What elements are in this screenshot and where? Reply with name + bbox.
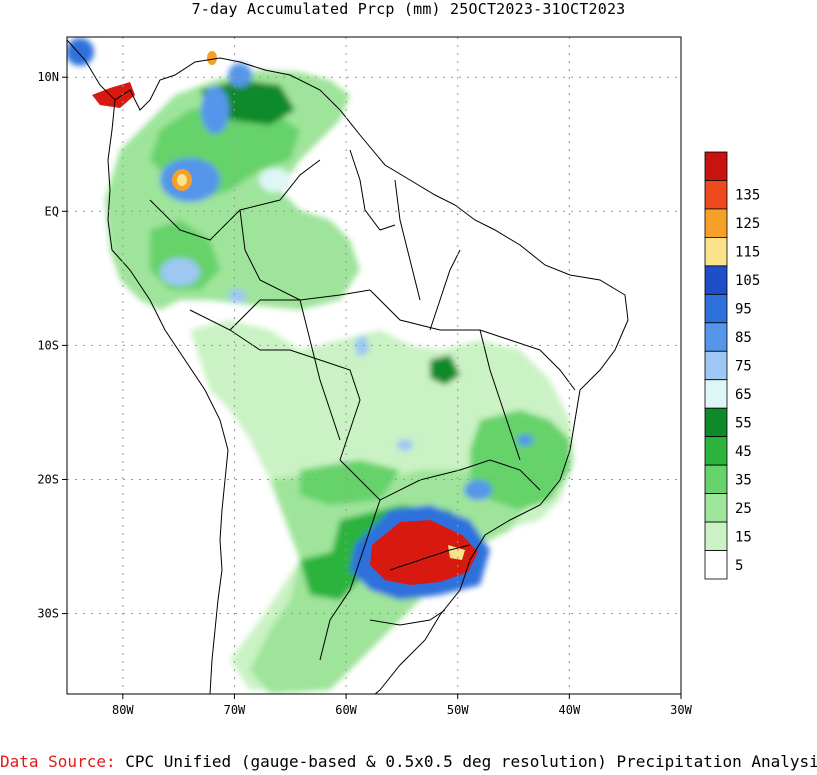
colorbar: 135 125 115 105 95 85 75 65 55 45 35 25 15 5 (704, 151, 760, 580)
colorbar-swatch (704, 550, 728, 580)
colorbar-swatch (704, 493, 728, 523)
precip-blue-southeast-c (397, 439, 413, 451)
lon-tick-label: 50W (447, 703, 469, 717)
precip-blue-venezuela (201, 86, 229, 134)
precip-field (67, 38, 575, 694)
colorbar-label: 85 (735, 330, 752, 346)
precip-blue-ecuador (160, 258, 200, 286)
precip-medium-southcentral (300, 460, 400, 505)
precip-blue-panama (67, 38, 94, 66)
colorbar-swatch (704, 236, 728, 267)
colorbar-label: 75 (735, 359, 752, 375)
precip-lightblue-guyana (259, 168, 291, 192)
border-2 (239, 209, 371, 301)
axis-ticks: 10N EQ 10S 20S 30S 80W 70W 60W 50W 40W 30W (37, 70, 692, 717)
lon-tick-label: 70W (224, 703, 246, 717)
precip-red-panama (92, 82, 135, 108)
colorbar-label: 125 (735, 216, 760, 232)
colorbar-swatch (704, 180, 728, 210)
lat-tick-label: 10S (37, 338, 59, 352)
border-5 (369, 289, 541, 351)
precip-blue-southeast-a (464, 480, 492, 500)
lon-tick-label: 40W (559, 703, 581, 717)
lat-tick-label: EQ (45, 204, 59, 218)
lat-tick-label: 30S (37, 607, 59, 621)
border-9 (299, 299, 341, 441)
data-source-footer: Data Source: CPC Unified (gauge-based & … (0, 752, 817, 771)
map-title: 7-day Accumulated Prcp (mm) 25OCT2023-31… (191, 0, 626, 18)
coastline-pacific (107, 99, 229, 694)
precip-medium-southwest (300, 550, 360, 600)
precip-blue-central (355, 336, 369, 356)
border-15 (349, 149, 396, 231)
colorbar-swatch (704, 293, 728, 324)
colorbar-swatch (704, 464, 728, 494)
data-source-text: CPC Unified (gauge-based & 0.5x0.5 deg r… (115, 752, 817, 771)
data-source-label: Data Source: (0, 752, 116, 771)
border-3 (189, 309, 361, 461)
lon-tick-label: 80W (112, 703, 134, 717)
lat-tick-label: 10N (37, 70, 59, 84)
colorbar-swatch (704, 407, 728, 438)
precip-blue-andes (228, 63, 252, 87)
border-12 (229, 299, 300, 331)
colorbar-swatch (704, 322, 728, 352)
colorbar-label: 25 (735, 501, 752, 517)
border-13 (429, 249, 461, 331)
colorbar-swatch (704, 436, 728, 466)
precip-orange-venezuela (207, 51, 217, 65)
colorbar-label: 35 (735, 472, 752, 488)
colorbar-label: 95 (735, 302, 752, 318)
precip-blue-amazon (228, 289, 246, 303)
colorbar-label: 105 (735, 273, 760, 289)
colorbar-swatch (704, 208, 728, 238)
precip-red-core (370, 520, 478, 585)
precip-dark-northeast (430, 355, 460, 385)
lon-tick-label: 30W (670, 703, 692, 717)
border-6 (379, 459, 541, 501)
precip-orange-southeast (448, 545, 465, 560)
colorbar-label: 135 (735, 188, 760, 204)
border-4 (319, 459, 381, 661)
map-frame (66, 36, 682, 695)
colorbar-label: 15 (735, 529, 752, 545)
lon-tick-label: 60W (335, 703, 357, 717)
colorbar-label: 55 (735, 415, 752, 431)
colorbar-swatch (704, 350, 728, 381)
lat-tick-label: 20S (37, 472, 59, 486)
colorbar-swatch (704, 521, 728, 551)
colorbar-swatch (704, 379, 728, 409)
border-10 (479, 329, 521, 461)
precip-blue-southeast-b (517, 434, 533, 446)
coastlines (67, 39, 629, 694)
border-11 (539, 349, 576, 391)
colorbar-swatch (704, 265, 728, 295)
colorbar-label: 115 (735, 245, 760, 261)
coastline-south-america (67, 39, 629, 694)
colorbar-label: 65 (735, 387, 752, 403)
border-8 (369, 609, 446, 626)
border-14 (394, 179, 421, 301)
colorbar-label: 5 (735, 558, 743, 574)
colorbar-label: 45 (735, 444, 752, 460)
precip-yellow-colombia (177, 174, 187, 186)
border-7 (389, 544, 471, 571)
colorbar-swatch (704, 151, 728, 181)
